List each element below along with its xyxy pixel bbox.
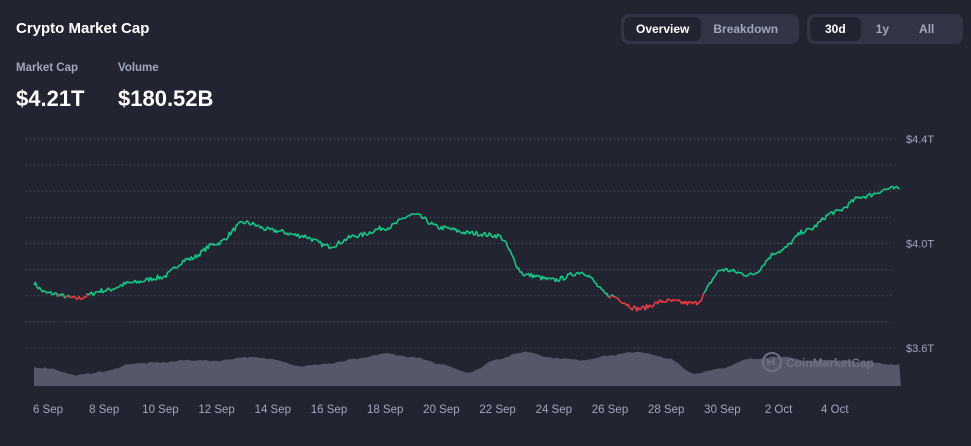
x-tick-label: 4 Oct — [821, 404, 849, 416]
x-tick-label: 16 Sep — [311, 404, 347, 416]
price-line-up — [611, 294, 615, 298]
x-tick-label: 30 Sep — [704, 404, 740, 416]
volume-stat: Volume $180.52B — [118, 62, 213, 112]
x-tick-label: 8 Sep — [89, 404, 119, 416]
y-tick-label: $3.6T — [906, 343, 934, 355]
tab-overview[interactable]: Overview — [624, 17, 702, 41]
page-title: Crypto Market Cap — [16, 20, 150, 37]
x-tick-label: 22 Sep — [479, 404, 515, 416]
range-toggle: 30d 1y All — [807, 14, 963, 44]
x-tick-label: 2 Oct — [765, 404, 793, 416]
price-line-up — [703, 185, 900, 294]
range-all-button[interactable]: All — [919, 22, 935, 36]
volume-label: Volume — [118, 62, 159, 74]
price-line-down — [608, 294, 613, 299]
coinmarketcap-logo-icon — [762, 352, 782, 372]
x-tick-label: 12 Sep — [198, 404, 234, 416]
x-tick-label: 10 Sep — [142, 404, 178, 416]
price-line-down — [614, 292, 705, 312]
x-tick-label: 18 Sep — [367, 404, 403, 416]
tab-breakdown[interactable]: Breakdown — [713, 22, 779, 36]
x-tick-label: 20 Sep — [423, 404, 459, 416]
range-30d-button[interactable]: 30d — [810, 17, 861, 41]
market-cap-value: $4.21T — [16, 86, 85, 111]
watermark: CoinMarketCap — [762, 352, 874, 372]
x-tick-label: 26 Sep — [592, 404, 628, 416]
x-tick-label: 28 Sep — [648, 404, 684, 416]
y-tick-label: $4.0T — [906, 239, 934, 251]
y-tick-label: $4.4T — [906, 134, 934, 146]
price-line-up — [86, 212, 610, 298]
volume-value: $180.52B — [118, 86, 214, 111]
x-tick-label: 24 Sep — [536, 404, 572, 416]
market-cap-label: Market Cap — [16, 62, 78, 74]
range-1y-button[interactable]: 1y — [875, 22, 890, 36]
watermark-text: CoinMarketCap — [786, 356, 874, 370]
x-tick-label: 6 Sep — [33, 404, 63, 416]
price-line-down — [68, 293, 89, 301]
volume-area — [34, 351, 901, 386]
market-cap-stat: Market Cap $4.21T — [16, 62, 85, 112]
price-line-up — [67, 294, 70, 298]
price-line-up — [33, 281, 59, 298]
view-toggle: Overview Breakdown — [621, 14, 799, 44]
price-line-up — [58, 292, 66, 299]
x-tick-label: 14 Sep — [255, 404, 291, 416]
